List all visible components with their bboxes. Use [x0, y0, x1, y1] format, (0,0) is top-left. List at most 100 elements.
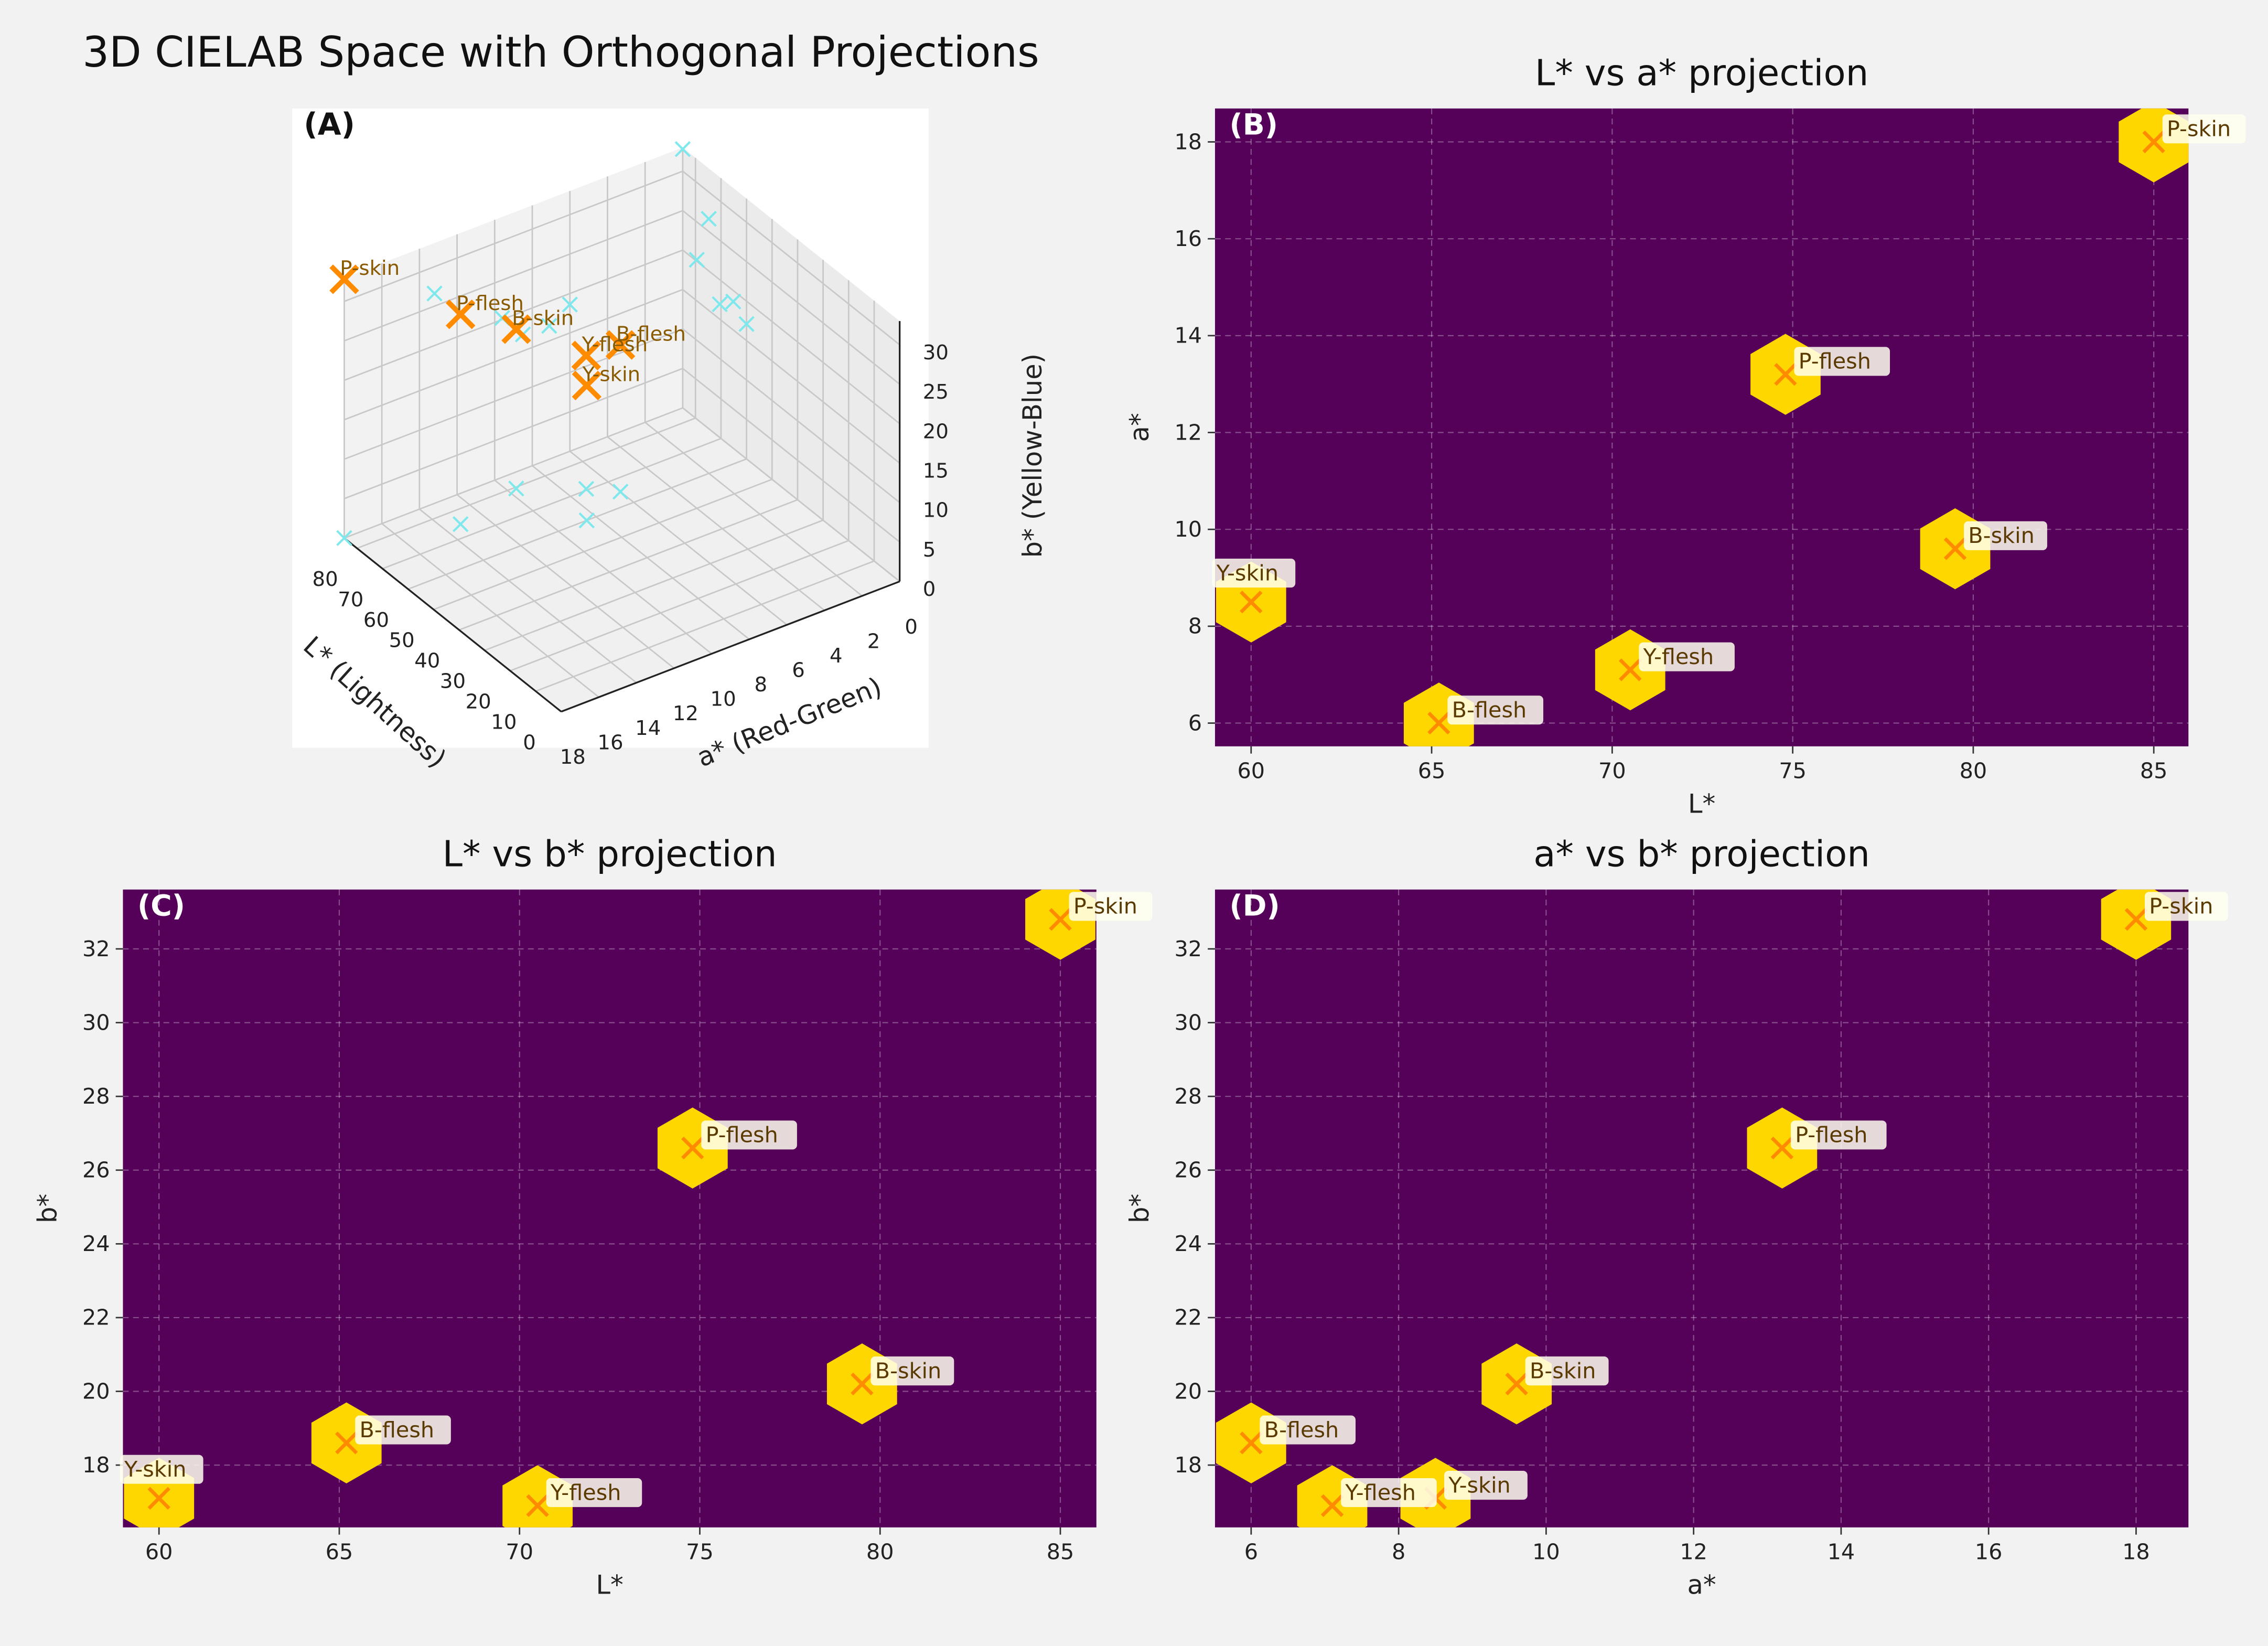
y-tick-label: 30	[82, 1010, 110, 1035]
x-axis-label: L*	[596, 1570, 623, 1600]
y-tick-label: 18	[1174, 1452, 1202, 1478]
l-tick-label: 60	[363, 608, 389, 632]
figure-title: 3D CIELAB Space with Orthogonal Projecti…	[82, 28, 1039, 77]
panel-letter: (D)	[1230, 889, 1280, 923]
grid-floor-l	[382, 437, 722, 570]
x-axis-label: a*	[1687, 1570, 1716, 1600]
a-tick-label: 10	[711, 688, 736, 711]
projection-a-wall	[701, 210, 717, 227]
point-label: P-flesh	[1795, 1123, 1867, 1148]
a-wall-pane	[682, 147, 900, 582]
b-axis-label: b* (Yellow-Blue)	[1017, 354, 1048, 558]
panel-c-l-vs-b: L* vs b* projection 60 65 70 75 80 85 18 20 22 24 2…	[33, 833, 1153, 1600]
grid-floor-a	[456, 494, 675, 669]
projection-floor	[612, 484, 629, 500]
grid-floor-l	[484, 519, 824, 651]
x-tick-label: 75	[686, 1540, 714, 1565]
l-tick-label: 10	[491, 710, 517, 734]
x-tick-label: 65	[1418, 758, 1446, 784]
y-tick-label: 20	[82, 1378, 110, 1404]
y-axis-label: b*	[33, 1194, 63, 1223]
l-axis-line	[343, 537, 562, 712]
point-3d-b-flesh	[605, 330, 636, 360]
point-label: B-skin	[1968, 523, 2035, 548]
panel-d-a-vs-b: a* vs b* projection 6 8 10 12 14 16 18 18 20 22 24 2…	[1124, 833, 2228, 1600]
point-marker-y-skin	[147, 1487, 170, 1510]
point-marker-p-flesh	[1774, 362, 1797, 386]
point-label: Y-flesh	[1643, 644, 1714, 669]
projection-l-wall	[562, 296, 578, 313]
label-box	[2162, 114, 2246, 144]
point-label: B-flesh	[360, 1417, 435, 1442]
x-tick-label: 70	[1598, 758, 1626, 784]
y-tick-label: 18	[82, 1452, 110, 1478]
y-tick-label: 28	[1174, 1084, 1202, 1109]
projection-a-wall	[725, 293, 741, 310]
point-3d-label: P-flesh	[456, 292, 524, 315]
x-tick-label: 60	[1237, 758, 1265, 784]
y-tick-label: 32	[82, 936, 110, 961]
grid-floor-l	[357, 417, 696, 549]
grid-floor-l	[433, 478, 772, 611]
point-3d-y-skin	[572, 370, 602, 401]
point-3d-b-skin	[501, 314, 531, 344]
point-marker-y-flesh	[526, 1494, 549, 1517]
grid-wall-b	[682, 407, 900, 582]
panel-letter: (A)	[304, 106, 355, 142]
x-axis-label: L*	[1688, 789, 1715, 819]
y-axis-label: a*	[1124, 413, 1155, 442]
l-tick-label: 40	[414, 649, 440, 673]
grid-wall-b	[682, 249, 900, 424]
label-box	[1260, 1415, 1356, 1445]
l-tick-label: 20	[466, 690, 491, 714]
panel-title: a* vs b* projection	[1533, 833, 1870, 875]
grid-floor-a	[381, 523, 599, 698]
label-box	[1212, 558, 1296, 588]
point-label: Y-skin	[1448, 1472, 1511, 1498]
l-tick-label: 0	[523, 731, 536, 754]
x-tick-label: 18	[2122, 1540, 2150, 1565]
grid-wall-b	[682, 210, 900, 385]
point-marker-b-flesh	[1240, 1431, 1263, 1455]
y-tick-label: 20	[1174, 1378, 1202, 1404]
point-3d-p-skin	[329, 264, 359, 294]
y-tick-label: 6	[1188, 710, 1202, 735]
a-tick-label: 16	[597, 731, 623, 754]
panel-title: L* vs a* projection	[1535, 52, 1868, 94]
grid-wall-b	[343, 249, 683, 381]
grid-floor-a	[569, 451, 788, 626]
point-marker-p-skin	[1049, 908, 1072, 931]
x-tick-label: 80	[866, 1540, 894, 1565]
label-box	[1639, 642, 1735, 671]
point-label: Y-skin	[124, 1457, 187, 1482]
label-box	[1341, 1478, 1437, 1508]
point-marker-p-skin	[2124, 908, 2148, 931]
x-tick-label: 85	[2140, 758, 2168, 784]
l-tick-label: 30	[440, 670, 466, 693]
label-box	[1069, 892, 1153, 921]
x-tick-label: 80	[1960, 758, 1987, 784]
x-tick-label: 85	[1047, 1540, 1074, 1565]
grid-floor-l	[535, 560, 875, 692]
point-label: B-skin	[1530, 1358, 1596, 1383]
grid-floor-a	[419, 508, 637, 683]
l-tick-label: 50	[389, 629, 415, 653]
y-tick-label: 28	[82, 1084, 110, 1109]
l-tick-label: 80	[313, 568, 338, 591]
grid-floor-l	[407, 458, 747, 590]
x-tick-label: 70	[506, 1540, 533, 1565]
b-tick-label: 30	[923, 341, 949, 365]
point-label: P-skin	[2149, 894, 2213, 919]
grid-wall-b	[343, 170, 683, 302]
plot-area	[123, 889, 1097, 1527]
label-box	[870, 1356, 954, 1386]
point-3d-label: P-skin	[340, 256, 400, 280]
a-tick-label: 0	[905, 615, 918, 639]
x-tick-label: 60	[145, 1540, 173, 1565]
grid-wall-b	[682, 368, 900, 543]
y-tick-label: 24	[82, 1231, 110, 1256]
b-tick-label: 10	[923, 499, 949, 522]
panel-title: L* vs b* projection	[443, 833, 777, 875]
y-tick-label: 32	[1174, 936, 1202, 961]
